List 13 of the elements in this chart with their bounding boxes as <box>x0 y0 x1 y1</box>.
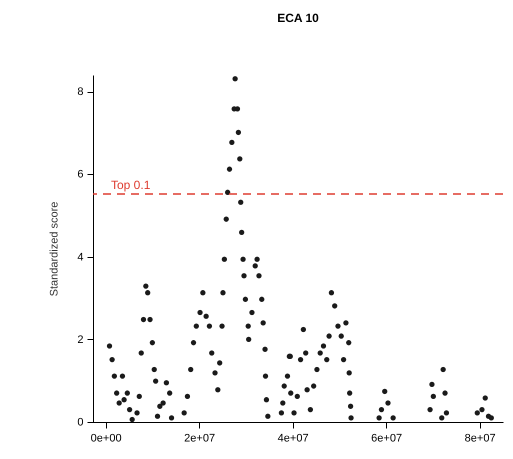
ref-line-label: Top 0.1 <box>111 178 151 192</box>
x-tick-label: 8e+07 <box>464 432 496 444</box>
y-tick-label: 4 <box>77 251 84 264</box>
chart-title: ECA 10 <box>277 11 320 25</box>
x-tick-label: 2e+07 <box>184 432 216 444</box>
x-tick-label: 4e+07 <box>278 432 309 444</box>
y-tick-label: 6 <box>77 168 84 181</box>
y-tick-label: 0 <box>77 416 84 428</box>
x-tick-label: 6e+07 <box>371 432 402 444</box>
x-tick-label: 0e+00 <box>90 432 122 444</box>
y-tick-label: 8 <box>77 86 84 98</box>
y-tick-label: 2 <box>77 334 84 346</box>
y-axis-title: Standardized score <box>48 202 60 296</box>
